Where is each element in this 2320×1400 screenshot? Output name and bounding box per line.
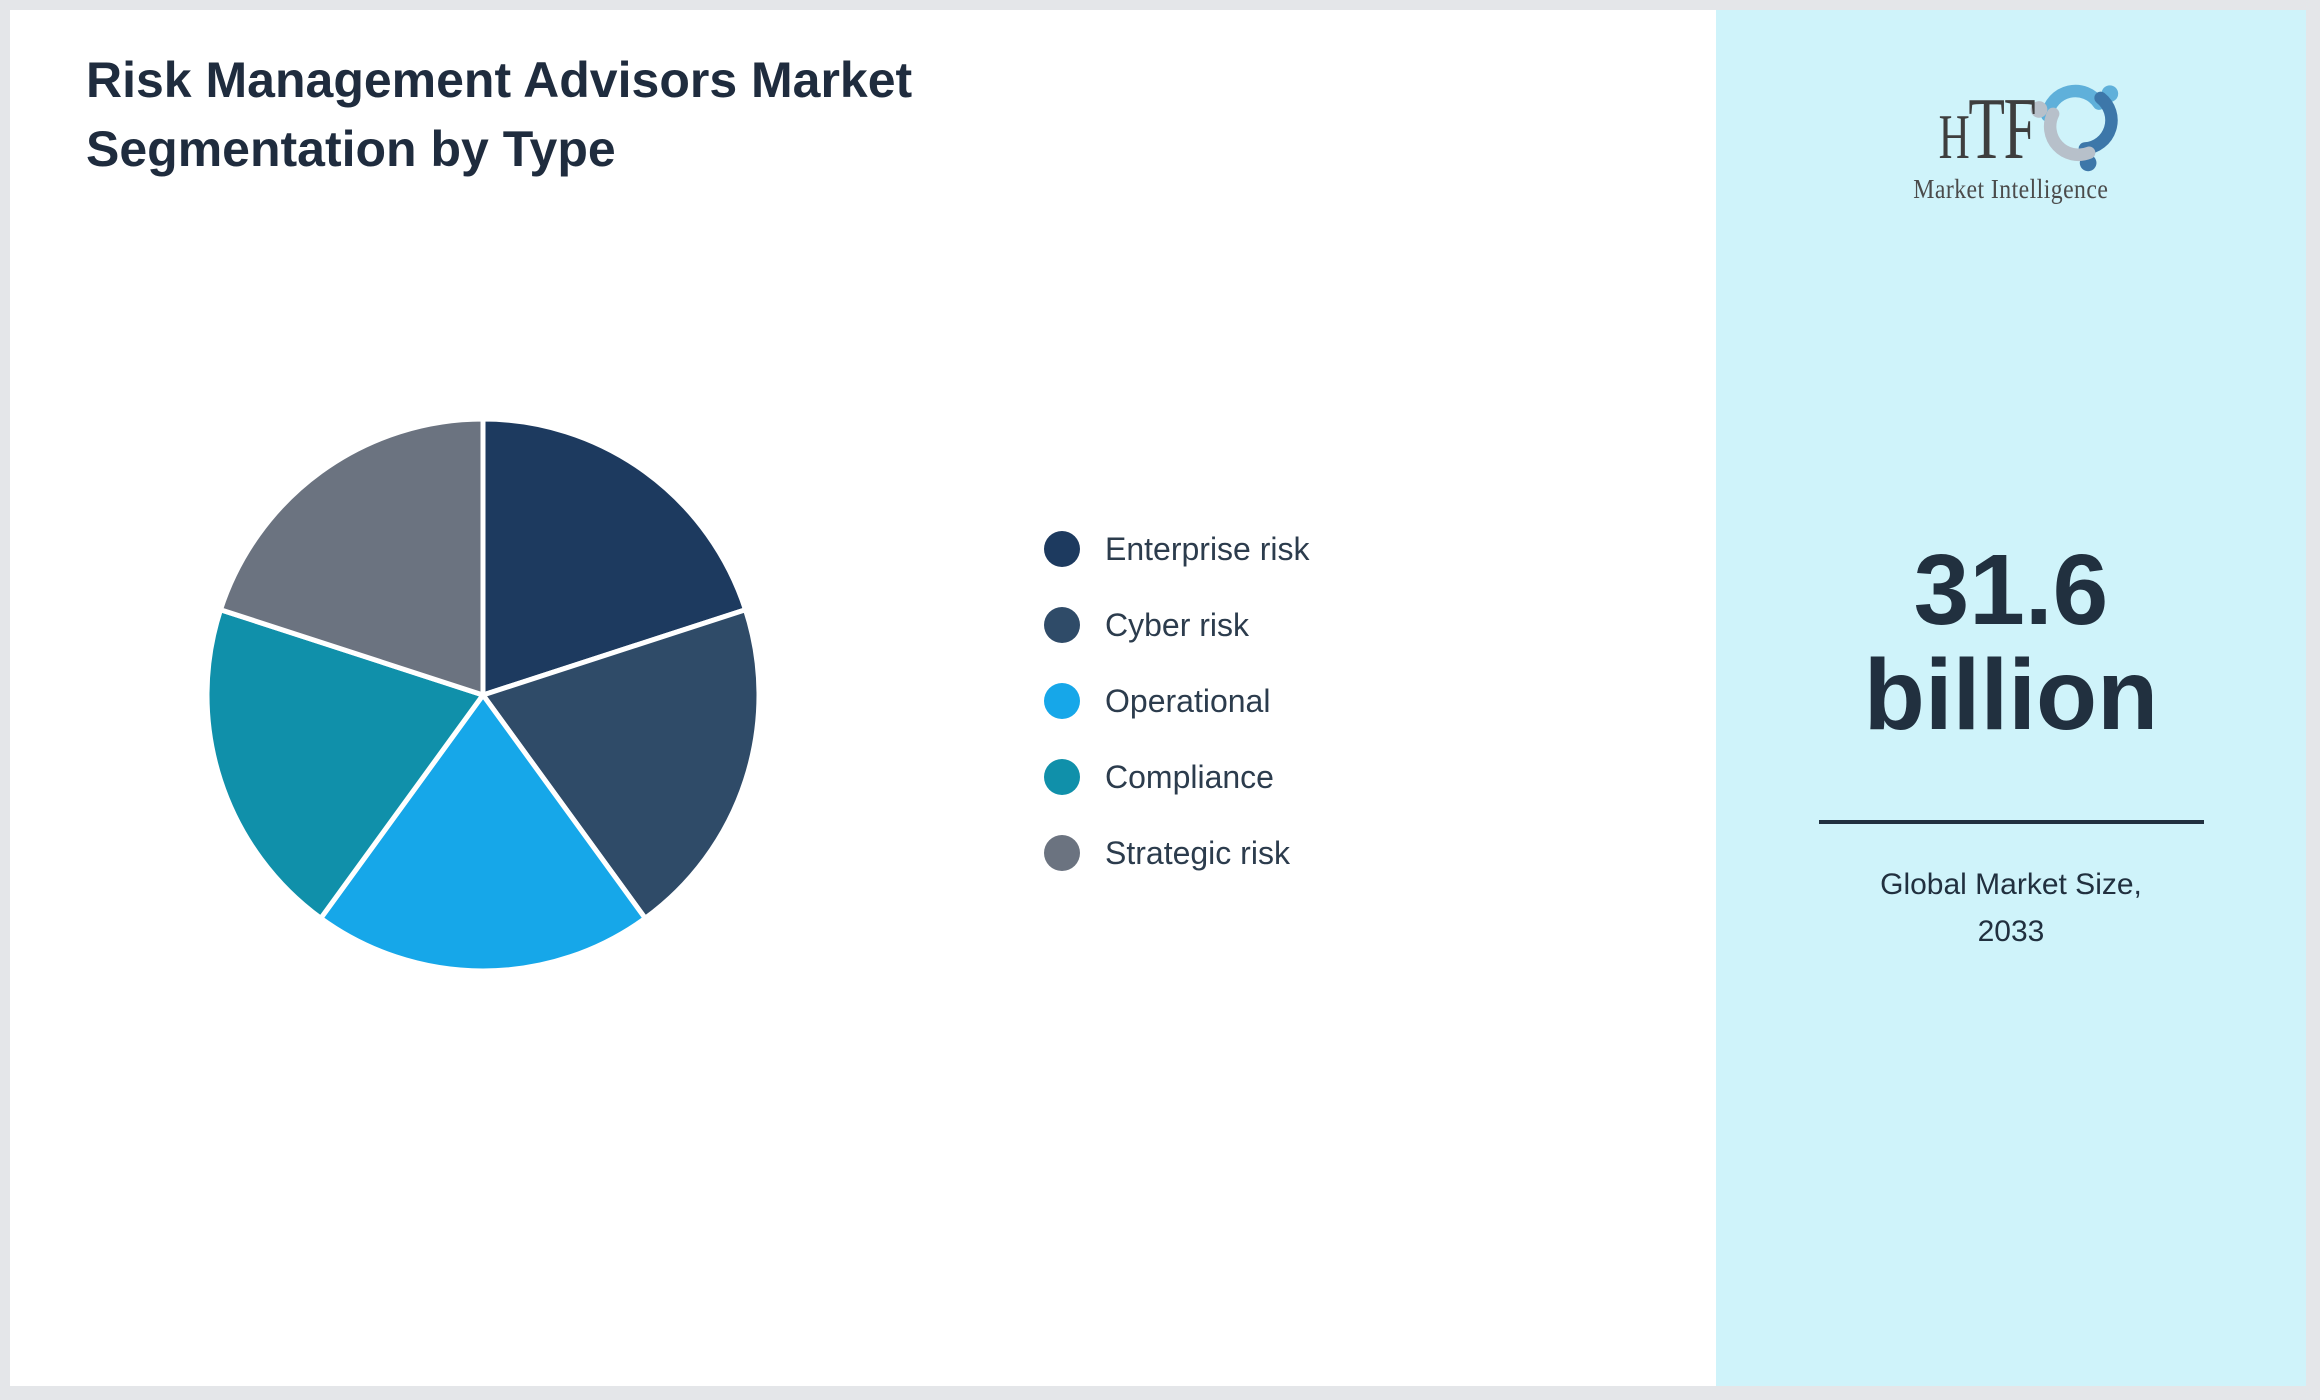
pie-chart-svg bbox=[204, 416, 762, 974]
chart-panel: Risk Management Advisors Market Segmenta… bbox=[10, 10, 1716, 1386]
legend-swatch-icon bbox=[1044, 607, 1080, 643]
legend-swatch-icon bbox=[1044, 531, 1080, 567]
legend-label: Enterprise risk bbox=[1105, 530, 1310, 567]
page-frame: Risk Management Advisors Market Segmenta… bbox=[10, 10, 2306, 1386]
legend-label: Compliance bbox=[1105, 758, 1274, 795]
legend-item: Enterprise risk bbox=[1044, 531, 1310, 567]
market-size-label: Global Market Size, 2033 bbox=[1880, 868, 2142, 948]
market-size-stat: 31.6 billion Global Market Size, 2033 bbox=[1716, 538, 2306, 955]
brand-logo-text: HTF bbox=[1938, 81, 2036, 179]
legend-item: Strategic risk bbox=[1044, 835, 1310, 871]
pie-chart bbox=[193, 405, 773, 985]
pie-slice-cyber-risk bbox=[480, 607, 762, 921]
legend: Enterprise risk Cyber risk Operational Comp… bbox=[1044, 531, 1310, 911]
brand-emblem-figure bbox=[2030, 101, 2096, 161]
market-size-value: 31.6 billion bbox=[1863, 534, 2159, 751]
legend-swatch-icon bbox=[1044, 835, 1080, 871]
sidebar-panel: HTF Market Intelligence 31.6 billion Glo… bbox=[1716, 10, 2306, 1386]
pie-slice-compliance bbox=[204, 607, 486, 921]
legend-label: Operational bbox=[1105, 682, 1271, 719]
stat-divider bbox=[1818, 820, 2204, 824]
legend-swatch-icon bbox=[1044, 759, 1080, 795]
pie-slice-operational bbox=[318, 692, 648, 974]
brand-emblem-icon bbox=[2030, 84, 2119, 172]
legend-swatch-icon bbox=[1044, 683, 1080, 719]
brand-logo-subtext: Market Intelligence bbox=[1913, 174, 2109, 204]
pie-slice-strategic-risk bbox=[218, 416, 486, 698]
legend-item: Cyber risk bbox=[1044, 607, 1310, 643]
brand-logo: HTF Market Intelligence bbox=[1716, 72, 2306, 205]
legend-item: Operational bbox=[1044, 683, 1310, 719]
page-title: Risk Management Advisors Market Segmenta… bbox=[86, 52, 913, 177]
legend-item: Compliance bbox=[1044, 759, 1310, 795]
legend-label: Cyber risk bbox=[1105, 606, 1250, 643]
legend-label: Strategic risk bbox=[1105, 834, 1290, 871]
pie-slice-enterprise-risk bbox=[480, 416, 748, 698]
